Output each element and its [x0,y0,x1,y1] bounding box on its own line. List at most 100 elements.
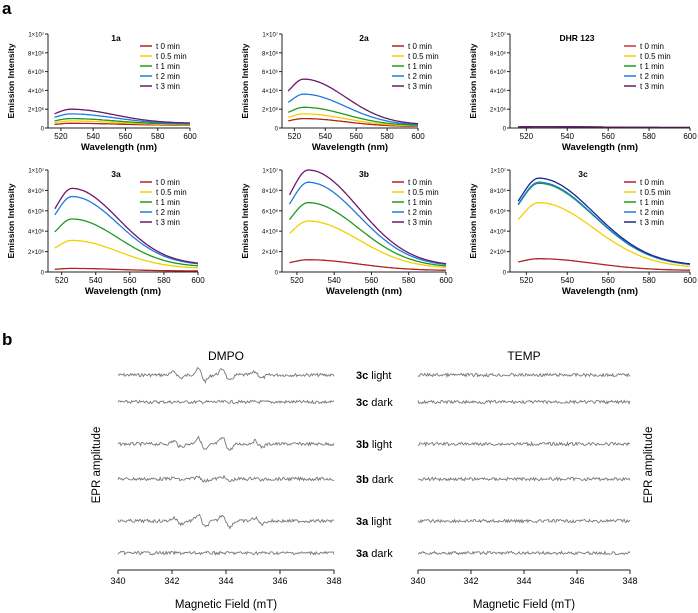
x-axis-label: Magnetic Field (mT) [473,599,575,611]
x-tick-label: 340 [110,576,125,586]
x-tick-label: 540 [87,132,101,141]
x-tick-label: 580 [151,132,165,141]
legend-label: t 2 min [408,72,432,81]
series-line [54,195,199,265]
y-axis-label: Emission Intensity [6,43,16,118]
x-tick-label: 342 [164,576,179,586]
x-tick-label: 540 [561,132,575,141]
series-line [518,125,690,129]
y-tick-label: 8×10⁶ [28,188,45,195]
legend-label: t 1 min [640,62,664,71]
trace-sample: 3b [356,439,369,451]
trace-condition: dark [368,548,393,560]
series-line [288,181,447,266]
legend-label: t 3 min [156,82,180,91]
y-tick-label: 2×10⁶ [262,107,279,114]
x-tick-label: 344 [516,576,531,586]
x-tick-label: 560 [119,132,133,141]
y-tick-label: 6×10⁶ [490,208,507,215]
legend-label: t 2 min [156,72,180,81]
x-tick-label: 540 [319,132,333,141]
x-tick-label: 342 [463,576,478,586]
y-tick-label: 0 [41,271,45,277]
y-tick-label: 6×10⁶ [28,69,45,76]
y-tick-label: 2×10⁶ [490,249,507,256]
epr-trace [417,399,631,405]
x-tick-label: 520 [288,132,302,141]
legend-label: t 0 min [408,42,432,51]
y-axis-label: Emission Intensity [6,183,16,258]
y-tick-label: 8×10⁶ [262,50,279,57]
epr-trace [417,441,631,448]
legend-label: t 2 min [640,72,664,81]
y-tick-label: 4×10⁶ [262,229,279,236]
panel-title: 3c [578,169,588,179]
series-line [288,201,447,267]
epr-title: DMPO [208,349,244,363]
trace-condition: light [368,370,391,382]
legend-label: t 3 min [640,82,664,91]
trace-sample: 3c [356,397,368,409]
legend-label: t 0.5 min [640,188,671,197]
x-tick-label: 560 [365,276,379,285]
emission-panel-2a: 0 2×10⁶ 4×10⁶ 6×10⁶ 8×10⁶ 1×10⁷ 520 540 560 580 60… [240,32,439,154]
x-tick-label: 600 [183,132,197,141]
trace-label: 3c light [356,370,392,382]
epr-trace [417,550,631,556]
x-tick-label: 520 [520,276,534,285]
y-tick-label: 4×10⁶ [28,88,45,95]
emission-panel-dhr-123: 0 2×10⁶ 4×10⁶ 6×10⁶ 8×10⁶ 1×10⁷ 520 540 560 580 60… [468,32,697,154]
trace-condition: light [369,439,392,451]
y-tick-label: 2×10⁶ [262,249,279,256]
epr-trace [417,476,631,482]
x-tick-label: 520 [54,132,68,141]
y-tick-label: 0 [503,127,507,133]
series-line [54,239,199,269]
x-tick-label: 600 [439,276,453,285]
panel-title: 1a [111,33,121,43]
x-tick-label: 540 [561,276,575,285]
series-line [518,258,690,271]
x-axis-label: Wavelength (nm) [326,286,402,297]
y-tick-label: 6×10⁶ [28,208,45,215]
y-tick-label: 1×10⁷ [28,168,44,175]
epr-trace [417,518,631,524]
x-axis-label: Magnetic Field (mT) [175,599,277,611]
x-tick-label: 540 [328,276,342,285]
x-tick-label: 600 [411,132,425,141]
y-axis-label: Emission Intensity [468,43,478,118]
x-tick-label: 600 [683,276,697,285]
trace-sample: 3a [356,516,369,528]
y-tick-label: 2×10⁶ [28,249,45,256]
trace-condition: light [368,516,391,528]
x-tick-label: 540 [89,276,103,285]
x-tick-label: 560 [602,276,616,285]
epr-title: TEMP [507,349,540,363]
trace-label: 3c dark [356,397,393,409]
legend-label: t 2 min [408,208,432,217]
y-tick-label: 4×10⁶ [28,229,45,236]
x-tick-label: 580 [642,132,656,141]
legend-label: t 0 min [408,178,432,187]
x-tick-label: 560 [123,276,137,285]
y-tick-label: 2×10⁶ [490,107,507,114]
legend-label: t 0.5 min [640,52,671,61]
legend-label: t 2 min [156,208,180,217]
trace-condition: dark [369,474,394,486]
y-tick-label: 0 [275,127,279,133]
legend-label: t 3 min [640,218,664,227]
y-tick-label: 1×10⁷ [28,32,44,39]
epr-trace [117,550,335,556]
y-axis-label: Emission Intensity [468,183,478,258]
panel-title: 3a [111,169,121,179]
series-line [517,181,691,265]
x-tick-label: 348 [326,576,341,586]
emission-panel-1a: 0 2×10⁶ 4×10⁶ 6×10⁶ 8×10⁶ 1×10⁷ 520 540 560 580 60… [6,32,197,154]
legend-label: t 3 min [408,218,432,227]
x-tick-label: 560 [602,132,616,141]
legend-label: t 3 min [156,218,180,227]
legend-label: t 0 min [156,42,180,51]
x-axis-label: Wavelength (nm) [562,286,638,297]
